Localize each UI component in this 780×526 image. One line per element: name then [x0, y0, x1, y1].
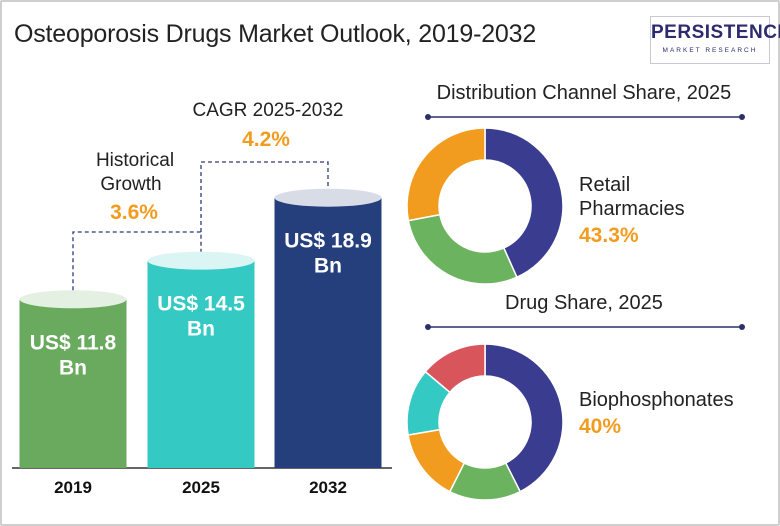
cagr-value: 4.2%	[242, 128, 290, 151]
logo-subtitle: MARKET RESEARCH	[662, 47, 758, 54]
retail-pharmacies-value: 43.3%	[579, 224, 639, 247]
cagr-label: CAGR 2025-2032	[192, 100, 343, 121]
distribution-channel-slice-3	[406, 127, 486, 222]
bar-value-unit-2019: Bn	[59, 356, 87, 379]
bar-cap-2025	[147, 251, 255, 270]
x-tick-2025: 2025	[182, 478, 220, 497]
historical-growth-label-line2: Growth	[100, 174, 161, 195]
drug-share-rule-dot-left	[425, 324, 431, 330]
distribution-channel-rule-dot-left	[425, 114, 431, 120]
bar-cap-2032	[274, 188, 382, 207]
drug-share-title: Drug Share, 2025	[505, 292, 663, 314]
bar-value-label-2019: US$ 11.8	[30, 331, 117, 354]
biophosphonates-label: Biophosphonates	[579, 389, 734, 411]
bar-2019	[19, 299, 127, 468]
distribution-channel-title: Distribution Channel Share, 2025	[437, 82, 732, 104]
historical-growth-value: 3.6%	[110, 201, 158, 224]
x-tick-2019: 2019	[54, 478, 92, 497]
retail-pharmacies-label-line2: Pharmacies	[579, 198, 685, 220]
bar-value-label-2032: US$ 18.9	[284, 230, 372, 253]
x-tick-2032: 2032	[309, 478, 347, 497]
distribution-channel-slice-2	[407, 213, 518, 285]
distribution-channel-slice-1	[484, 127, 564, 279]
distribution-channel-rule-dot-right	[739, 114, 745, 120]
bar-value-unit-2025: Bn	[187, 318, 215, 341]
bar-cap-2019	[19, 290, 127, 309]
bar-2032	[274, 197, 382, 469]
biophosphonates-value: 40%	[579, 415, 621, 438]
logo-name: PERSISTENCE	[651, 22, 780, 43]
brand-logo: PERSISTENCE MARKET RESEARCH	[650, 16, 780, 64]
cagr-connector	[200, 161, 329, 232]
retail-pharmacies-label-line1: Retail	[579, 174, 630, 196]
bar-value-unit-2032: Bn	[314, 255, 342, 278]
drug-share-slice-1	[484, 343, 564, 493]
drug-share-slice-5	[424, 343, 486, 394]
page-title: Osteoporosis Drugs Market Outlook, 2019-…	[14, 20, 537, 48]
historical-growth-label-line1: Historical	[96, 150, 174, 171]
bar-2025	[147, 260, 255, 468]
bar-value-label-2025: US$ 14.5	[157, 293, 245, 316]
historical-growth-connector	[72, 231, 202, 291]
drug-share-rule-dot-right	[739, 324, 745, 330]
